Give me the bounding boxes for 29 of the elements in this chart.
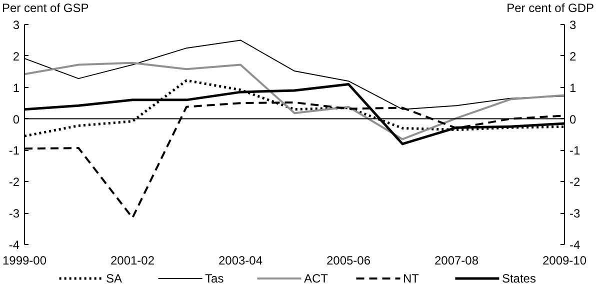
y-tick-label: -1 (8, 144, 20, 158)
y2-tick-label: 2 (570, 49, 576, 64)
legend-label: NT (402, 272, 420, 286)
y-tick-label: 3 (12, 18, 20, 32)
legend-label: Tas (205, 272, 224, 286)
y-tick-label: 1 (12, 80, 20, 95)
x-tick-label: 2001-02 (110, 254, 155, 268)
y-tick-label: -2 (8, 175, 20, 190)
x-tick-label: 2003-04 (218, 254, 263, 268)
x-tick-label: 2005-06 (326, 254, 371, 268)
legend-label: States (502, 272, 536, 286)
legend-label: ACT (304, 272, 329, 286)
y-tick-label: -3 (8, 206, 20, 221)
y-tick-label: -4 (8, 238, 20, 252)
y2-tick-label: -1 (570, 144, 580, 158)
x-tick-label: 1999-00 (2, 254, 47, 268)
y2-tick-label: 0 (570, 112, 576, 126)
x-tick-label: 2007-08 (434, 254, 479, 268)
x-tick-label: 2009-10 (542, 254, 587, 268)
y2-tick-label: -3 (570, 206, 580, 221)
y2-tick-label: -2 (570, 175, 580, 190)
y-tick-label: 0 (12, 112, 20, 126)
y2-tick-label: -4 (570, 238, 580, 252)
y2-tick-label: 1 (570, 80, 576, 95)
ylabel: Per cent of GSP (2, 0, 89, 17)
y2label: Per cent of GDP (506, 0, 594, 17)
y-tick-label: 2 (12, 49, 20, 64)
legend-label: SA (106, 272, 122, 286)
y2-tick-label: 3 (570, 18, 576, 32)
